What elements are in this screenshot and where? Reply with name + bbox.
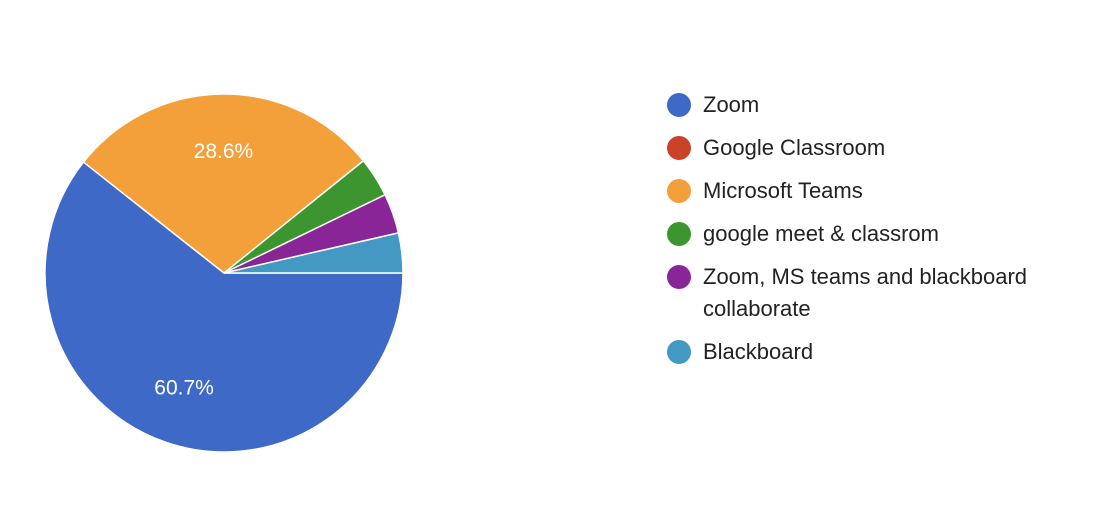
legend-label-zoom: Zoom: [703, 92, 760, 117]
pie-slice-blackboard[interactable]: [223, 231, 404, 274]
legend-item-blackboard[interactable]: Blackboard: [667, 337, 1087, 368]
legend-swatch-blackboard: [667, 340, 691, 364]
pie-slice-microsoft-teams[interactable]: [82, 93, 365, 274]
legend-item-google-meet-classroom[interactable]: google meet & classrom: [667, 219, 1087, 250]
legend-swatch-zoom: [667, 93, 691, 117]
legend-label-zoom-ms-teams-blackboard: Zoom, MS teams and blackboard collaborat…: [703, 264, 1028, 321]
pie-slice-zoom[interactable]: [44, 161, 404, 453]
legend-swatch-google-meet-classroom: [667, 222, 691, 246]
legend-swatch-zoom-ms-teams-blackboard: [667, 265, 691, 289]
legend-swatch-google-classroom: [667, 136, 691, 160]
legend-label-google-meet-classroom: google meet & classrom: [703, 221, 939, 246]
legend-item-zoom[interactable]: Zoom: [667, 90, 1087, 121]
legend-item-microsoft-teams[interactable]: Microsoft Teams: [667, 176, 1087, 207]
slice-label-zoom: 60.7%: [154, 376, 214, 399]
slice-label-microsoft-teams: 28.6%: [194, 140, 254, 163]
legend-label-blackboard: Blackboard: [703, 339, 814, 364]
legend-label-google-classroom: Google Classroom: [703, 135, 886, 160]
legend-item-zoom-ms-teams-blackboard[interactable]: Zoom, MS teams and blackboard collaborat…: [667, 262, 1087, 325]
legend-label-microsoft-teams: Microsoft Teams: [703, 178, 863, 203]
legend-item-google-classroom[interactable]: Google Classroom: [667, 133, 1087, 164]
legend: Zoom Google Classroom Microsoft Teams go…: [667, 90, 1087, 380]
legend-swatch-microsoft-teams: [667, 179, 691, 203]
